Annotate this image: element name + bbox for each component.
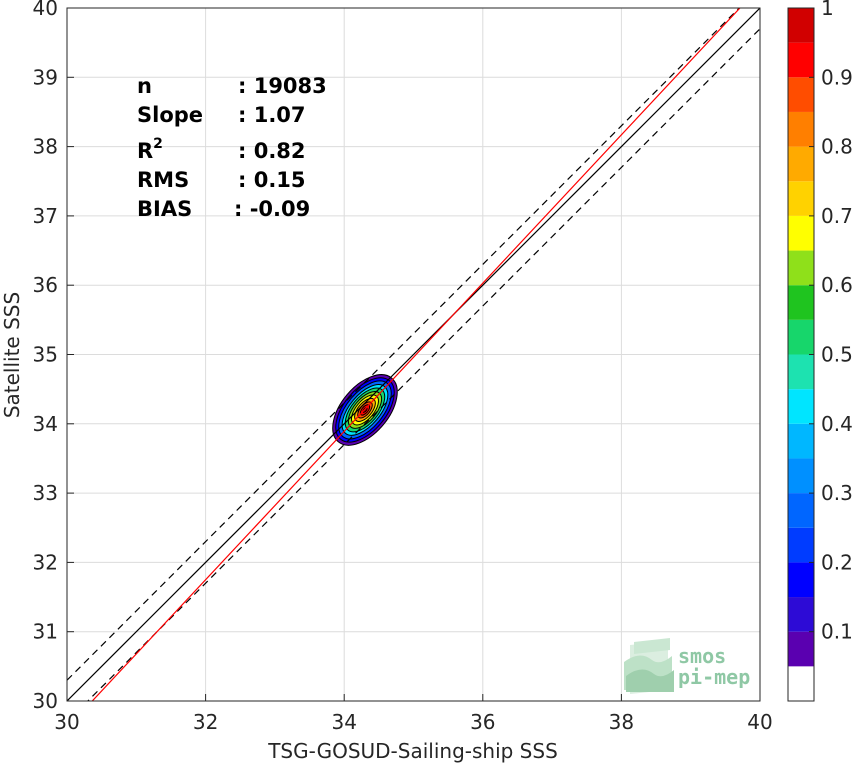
- colorbar-segment: [788, 527, 814, 563]
- y-tick-label: 33: [33, 481, 58, 505]
- colorbar-segment: [788, 597, 814, 632]
- x-tick-label: 30: [54, 710, 79, 734]
- colorbar-tick-label: 0.2: [821, 550, 853, 574]
- colorbar-tick-label: 0.7: [821, 204, 853, 228]
- colorbar-segment: [788, 354, 814, 390]
- stat-rms-label: RMS: [137, 168, 189, 192]
- colorbar-segment: [788, 42, 814, 78]
- y-tick-label: 39: [33, 65, 58, 89]
- y-axis-label: Satellite SSS: [0, 292, 24, 418]
- colorbar-segment: [788, 111, 814, 147]
- stat-bias-value: : -0.09: [234, 197, 310, 221]
- y-tick-label: 37: [33, 204, 58, 228]
- x-axis-label: TSG-GOSUD-Sailing-ship SSS: [267, 739, 558, 763]
- x-tick-label: 38: [609, 710, 634, 734]
- colorbar-tick-label: 0.5: [821, 343, 853, 367]
- colorbar-segment: [788, 285, 814, 320]
- y-axis-ticks: 30 31 32 33 34 35 36 37 38 39 40: [33, 0, 74, 713]
- stat-r2-label: R2: [137, 136, 163, 163]
- colorbar-tick-label: 0.4: [821, 412, 853, 436]
- colorbar-segment: [788, 493, 814, 528]
- y-tick-label: 32: [33, 550, 58, 574]
- colorbar-segment: [788, 666, 814, 701]
- colorbar-segment: [788, 389, 814, 424]
- colorbar-tick-label: 0.6: [821, 273, 853, 297]
- stat-slope-label: Slope: [137, 103, 203, 127]
- ref-line-regression: [91, 8, 741, 701]
- colorbar-segment: [788, 181, 814, 216]
- grid: [66, 7, 761, 702]
- stat-r2-letter: R: [137, 139, 153, 163]
- x-tick-label: 32: [193, 710, 218, 734]
- y-tick-label: 34: [33, 412, 58, 436]
- stat-n-label: n: [137, 74, 152, 98]
- y-tick-label: 38: [33, 135, 58, 159]
- colorbar-segment: [788, 77, 814, 112]
- colorbar-tick-label: 0.1: [821, 620, 853, 644]
- colorbar-segment: [788, 423, 814, 459]
- colorbar-segment: [788, 631, 814, 667]
- y-tick-label: 36: [33, 273, 58, 297]
- colorbar-tick-label: 0.3: [821, 481, 853, 505]
- y-tick-label: 40: [33, 0, 58, 20]
- stat-bias-label: BIAS: [137, 197, 192, 221]
- stat-n-value: : 19083: [238, 74, 327, 98]
- colorbar-segment: [788, 8, 814, 43]
- smos-pi-mep-logo: smos pi-mep: [624, 638, 750, 694]
- stat-rms-value: : 0.15: [238, 168, 306, 192]
- stat-slope-value: : 1.07: [238, 103, 306, 127]
- y-tick-label: 30: [33, 689, 58, 713]
- y-tick-label: 35: [33, 343, 58, 367]
- colorbar-segment: [788, 250, 814, 286]
- logo-line1: smos: [678, 644, 726, 668]
- x-tick-label: 40: [747, 710, 772, 734]
- x-axis-ticks: 30 32 34 36 38 40: [54, 694, 773, 734]
- ref-line-upper-bound: [67, 8, 741, 681]
- colorbar-tick-label: 1: [821, 0, 834, 20]
- colorbar-segment: [788, 319, 814, 355]
- stats-box: n : 19083 Slope : 1.07 R2 : 0.82 RMS : 0…: [137, 74, 327, 221]
- colorbar: [788, 8, 814, 701]
- y-tick-label: 31: [33, 620, 58, 644]
- colorbar-ticks: 0.1 0.2 0.3 0.4 0.5 0.6 0.7 0.8 0.9 1: [809, 0, 853, 644]
- colorbar-segment: [788, 215, 814, 251]
- colorbar-tick-label: 0.8: [821, 135, 853, 159]
- logo-line2: pi-mep: [678, 665, 750, 689]
- x-tick-label: 36: [470, 710, 495, 734]
- x-tick-label: 34: [331, 710, 356, 734]
- colorbar-segment: [788, 146, 814, 182]
- stat-r2-value: : 0.82: [238, 139, 306, 163]
- colorbar-segment: [788, 458, 814, 494]
- colorbar-segment: [788, 562, 814, 598]
- logo-waves-icon: [624, 638, 674, 694]
- ref-line-lower-bound: [86, 28, 760, 701]
- stat-r2-superscript: 2: [153, 136, 163, 152]
- ref-line-1-1: [67, 8, 760, 701]
- colorbar-tick-label: 0.9: [821, 65, 853, 89]
- reference-lines: [67, 8, 760, 701]
